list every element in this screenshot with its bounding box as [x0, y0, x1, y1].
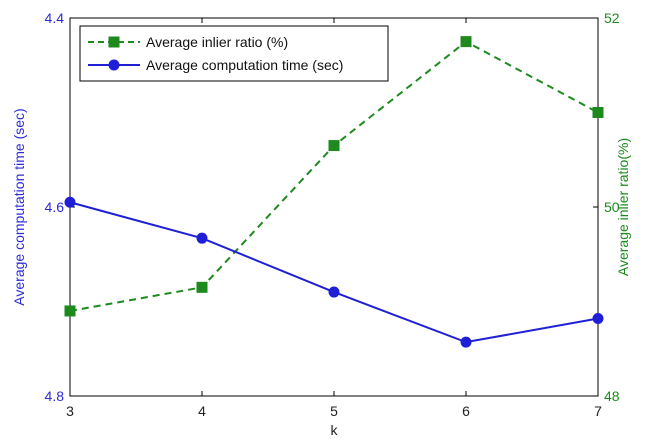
x-tick-label: 7: [594, 403, 602, 419]
series-point-circle: [328, 286, 340, 298]
series-layer: [64, 36, 604, 348]
right-axis-label: Average inlier ratio(%): [615, 138, 631, 276]
series-point-square: [196, 281, 208, 293]
series-line-1: [69, 201, 599, 344]
legend: Average inlier ratio (%) Average computa…: [79, 25, 389, 82]
right-ticks: 48 50 52: [593, 10, 620, 404]
x-tick-label: 4: [198, 403, 206, 419]
series-point-circle: [196, 232, 208, 244]
left-axis-label: Average computation time (sec): [11, 108, 27, 305]
right-tick-label: 50: [604, 199, 620, 215]
x-tick-label: 5: [330, 403, 338, 419]
series-point-circle: [592, 313, 604, 325]
left-ticks: 4.4 4.6 4.8: [45, 10, 75, 404]
x-ticks: 3 4 5 6 7: [66, 18, 602, 419]
series-point-circle: [64, 196, 76, 208]
left-tick-label: 4.6: [45, 199, 65, 215]
x-tick-label: 3: [66, 403, 74, 419]
series-point-square: [328, 140, 340, 152]
right-tick-label: 48: [604, 388, 620, 404]
series-point-circle: [460, 336, 472, 348]
x-axis-label: k: [331, 422, 339, 438]
series-point-square: [64, 305, 76, 317]
legend-label-time: Average computation time (sec): [146, 57, 343, 73]
legend-marker-circle: [108, 59, 120, 71]
legend-label-inlier: Average inlier ratio (%): [146, 34, 288, 50]
legend-box: [79, 25, 389, 82]
series-point-square: [460, 36, 472, 48]
series-line-0: [69, 40, 599, 312]
left-tick-label: 4.8: [45, 388, 65, 404]
right-tick-label: 52: [604, 10, 620, 26]
left-tick-label: 4.4: [45, 10, 65, 26]
legend-marker-square: [108, 36, 120, 48]
series-point-square: [592, 107, 604, 118]
x-tick-label: 6: [462, 403, 470, 419]
